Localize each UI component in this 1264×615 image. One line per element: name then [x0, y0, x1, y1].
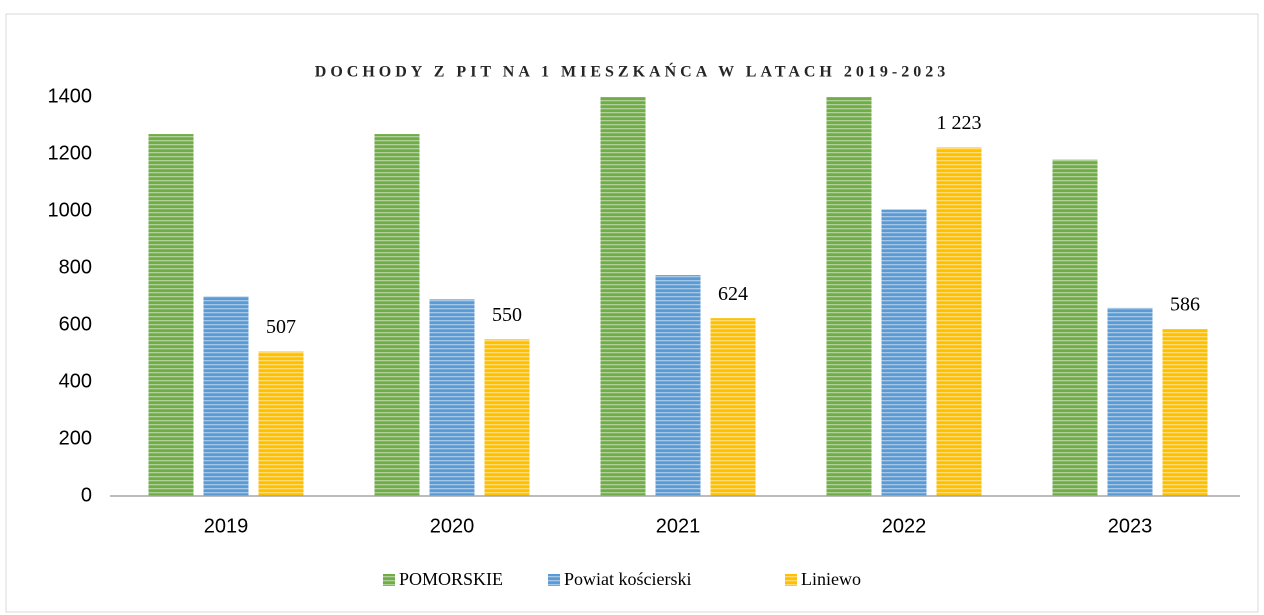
y-tick-label: 200: [59, 427, 92, 449]
legend-label: Powiat kościerski: [564, 569, 692, 589]
y-tick-label: 0: [81, 484, 92, 506]
bar: [429, 299, 475, 496]
legend-label: Liniewo: [801, 569, 861, 589]
chart-title: DOCHODY Z PIT NA 1 MIESZKAŃCA W LATACH 2…: [315, 62, 949, 81]
bar: [1052, 159, 1098, 496]
data-label: 586: [1170, 294, 1200, 316]
bar: [484, 339, 530, 496]
bar: [1107, 307, 1153, 496]
bar: [655, 275, 701, 496]
bar: [881, 209, 927, 496]
x-tick-label: 2021: [656, 515, 701, 537]
bar: [936, 147, 982, 496]
data-label: 624: [718, 283, 748, 305]
bar: [258, 351, 304, 496]
bar: [600, 97, 646, 496]
x-tick-label: 2019: [204, 515, 249, 537]
x-tick-label: 2020: [430, 515, 475, 537]
legend-swatch: [383, 574, 395, 586]
x-tick-label: 2023: [1108, 515, 1153, 537]
y-tick-label: 1200: [48, 142, 93, 164]
bar: [148, 134, 194, 497]
bar: [826, 97, 872, 496]
bar: [203, 296, 249, 496]
y-tick-label: 600: [59, 313, 92, 335]
y-tick-label: 1400: [48, 85, 93, 107]
bar: [710, 318, 756, 496]
bar: [1162, 328, 1208, 496]
legend-swatch: [785, 574, 797, 586]
legend-swatch: [548, 574, 560, 586]
legend-label: POMORSKIE: [399, 569, 503, 589]
bar: [374, 134, 420, 497]
data-label: 507: [266, 316, 296, 338]
y-tick-label: 800: [59, 256, 92, 278]
data-label: 1 223: [937, 112, 982, 134]
data-label: 550: [492, 304, 522, 326]
y-tick-label: 400: [59, 370, 92, 392]
y-tick-label: 1000: [48, 199, 93, 221]
x-tick-label: 2022: [882, 515, 927, 537]
